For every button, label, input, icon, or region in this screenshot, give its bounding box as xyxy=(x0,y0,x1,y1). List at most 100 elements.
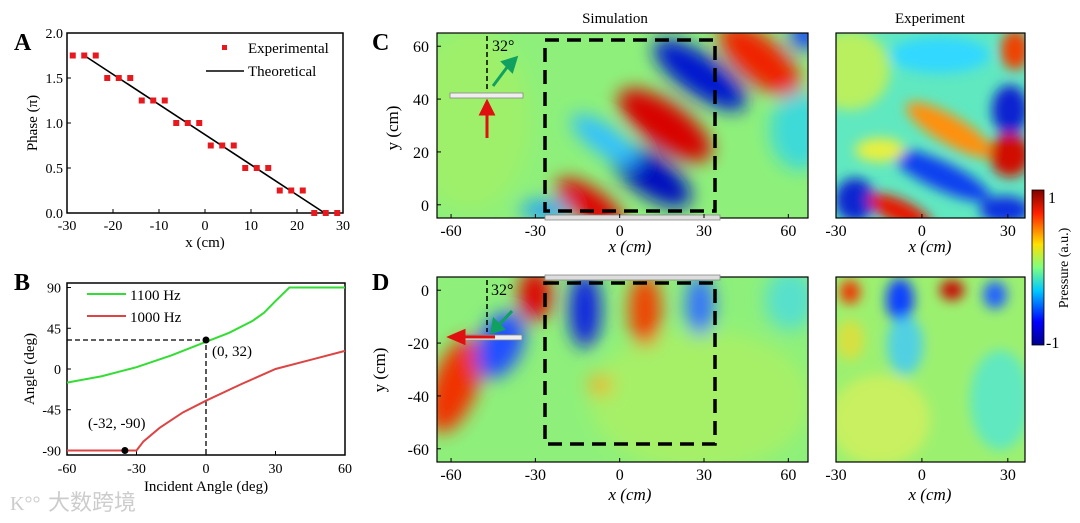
x-tick-label: 30 xyxy=(269,462,283,477)
annotation-point xyxy=(202,336,210,344)
x-tick-label: -30 xyxy=(525,223,546,240)
experimental-point xyxy=(322,210,329,216)
x-tick-label: 10 xyxy=(244,219,258,234)
experimental-point xyxy=(161,97,168,104)
experimental-point xyxy=(276,187,283,194)
x-tick-label: 30 xyxy=(696,467,712,484)
d-experiment-axes: -30 0 30 xyxy=(825,458,1016,484)
x-tick-label: -30 xyxy=(825,223,846,240)
plot-frame xyxy=(66,32,344,214)
legend-label: 1100 Hz xyxy=(130,288,181,304)
experimental-point xyxy=(196,120,203,126)
x-axis-label: Incident Angle (deg) xyxy=(144,479,268,495)
x-tick-label: 0 xyxy=(918,467,926,484)
d-sim-xlabel: x (cm) xyxy=(608,485,652,504)
d-metasurface-bar xyxy=(544,274,721,281)
experimental-point xyxy=(173,120,180,126)
x-tick-label: 30 xyxy=(696,223,712,240)
legend-label-theoretical: Theoretical xyxy=(248,64,316,80)
x-tick-label: 0 xyxy=(202,219,209,234)
incident-arrow-icon xyxy=(478,98,496,138)
y-tick-label: 1.0 xyxy=(46,117,64,132)
experimental-point xyxy=(127,75,134,81)
c-sim-ylabel: y (cm) xyxy=(383,106,402,151)
c-experiment-axes: -30 0 30 xyxy=(825,214,1016,240)
y-tick-label: 1.5 xyxy=(46,72,64,87)
y-tick-label: 90 xyxy=(47,282,61,297)
y-axis-label: Angle (deg) xyxy=(22,333,38,405)
y-tick-label: 0 xyxy=(421,283,429,300)
y-tick-label: 0 xyxy=(421,198,429,215)
d-simulation-heatmap: 32° -60 -30 0 30 60 0 -20 -40 -60 x (cm) y (cm) xyxy=(370,274,809,504)
reflected-arrow-icon xyxy=(491,55,519,87)
y-tick-label: -90 xyxy=(42,444,61,459)
x-axis-label: x (cm) xyxy=(185,235,225,251)
x-tick-label: 60 xyxy=(780,223,796,240)
y-tick-label: 0.0 xyxy=(46,207,64,222)
y-tick-label: 45 xyxy=(47,322,61,337)
x-tick-label: -60 xyxy=(440,223,461,240)
d-experiment-heatmap: -30 0 30 x (cm) xyxy=(825,276,1026,504)
experimental-point xyxy=(115,75,122,81)
x-tick-label: 30 xyxy=(1000,223,1016,240)
panel-letter-c: C xyxy=(372,30,389,56)
y-tick-label: -20 xyxy=(408,336,429,353)
x-tick-label: -30 xyxy=(58,219,77,234)
x-tick-label: 60 xyxy=(780,467,796,484)
y-tick-label: 20 xyxy=(413,145,429,162)
colorbar: 1 -1 Pressure (a.u.) xyxy=(1031,189,1072,352)
x-tick-label: 20 xyxy=(290,219,304,234)
series-line-1100hz xyxy=(66,286,345,384)
experimental-point xyxy=(265,165,272,171)
experimental-point xyxy=(81,52,88,59)
experimental-point xyxy=(311,210,318,216)
y-axis-label: Phase (π) xyxy=(25,95,41,151)
x-tick-label: 0 xyxy=(616,467,624,484)
series-line-1000hz xyxy=(67,349,346,452)
y-tick-label: -60 xyxy=(408,442,429,459)
experimental-point xyxy=(184,120,191,126)
c-simulation-heatmap: Simulation 32° -60 -30 0 30 60 0 20 40 60 xyxy=(383,11,809,256)
y-tick-label: 40 xyxy=(413,92,429,109)
angle-chart: -60 -30 0 30 60 -90 -45 0 45 90 Incident Angle (de… xyxy=(22,282,352,495)
x-tick-label: -30 xyxy=(525,467,546,484)
x-tick-label: 0 xyxy=(918,223,926,240)
y-tick-label: 0.5 xyxy=(46,162,64,177)
colorbar-label: Pressure (a.u.) xyxy=(1057,227,1072,308)
x-tick-label: -30 xyxy=(825,467,846,484)
watermark: 大数跨境 xyxy=(48,490,136,515)
c-angle-label: 32° xyxy=(492,38,514,55)
y-tick-label: 2.0 xyxy=(46,27,64,42)
d-simulation-axes: -60 -30 0 30 60 0 -20 -40 -60 xyxy=(408,283,797,484)
panel-letter-a: A xyxy=(14,30,32,56)
guide-dashed-line xyxy=(67,339,207,455)
experimental-point xyxy=(138,97,145,104)
x-tick-label: 30 xyxy=(336,219,350,234)
d-metasurface-region xyxy=(543,281,717,446)
c-simulation-axes: -60 -30 0 30 60 0 20 40 60 xyxy=(413,39,796,240)
experimental-point xyxy=(104,75,111,81)
annotation-label: (-32, -90) xyxy=(88,416,145,432)
watermark-logo-icon: K°° xyxy=(10,493,40,515)
x-tick-label: -20 xyxy=(104,219,123,234)
c-metasurface-region xyxy=(543,38,717,213)
colorbar-max: 1 xyxy=(1048,190,1056,207)
experimental-point xyxy=(230,142,237,149)
y-tick-label: -40 xyxy=(408,389,429,406)
c-sim-xlabel: x (cm) xyxy=(608,237,652,256)
experimental-point xyxy=(242,165,249,171)
experimental-point xyxy=(334,210,341,216)
c-simulation-title: Simulation xyxy=(582,11,648,27)
experimental-point xyxy=(253,165,260,171)
experimental-point xyxy=(288,187,295,194)
panel-letter-d: D xyxy=(372,270,389,296)
d-incident-arrow-icon xyxy=(490,309,514,335)
annotation-label: (0, 32) xyxy=(212,344,252,360)
theoretical-line xyxy=(83,54,326,214)
experimental-point xyxy=(299,187,306,194)
c-experiment-title: Experiment xyxy=(895,11,966,27)
y-tick-label: 60 xyxy=(413,39,429,56)
x-tick-label: 30 xyxy=(1000,467,1016,484)
phase-chart: -30 -20 -10 0 10 20 30 0.0 0.5 1.0 1.5 2.0 x (cm) Pha… xyxy=(25,27,350,251)
